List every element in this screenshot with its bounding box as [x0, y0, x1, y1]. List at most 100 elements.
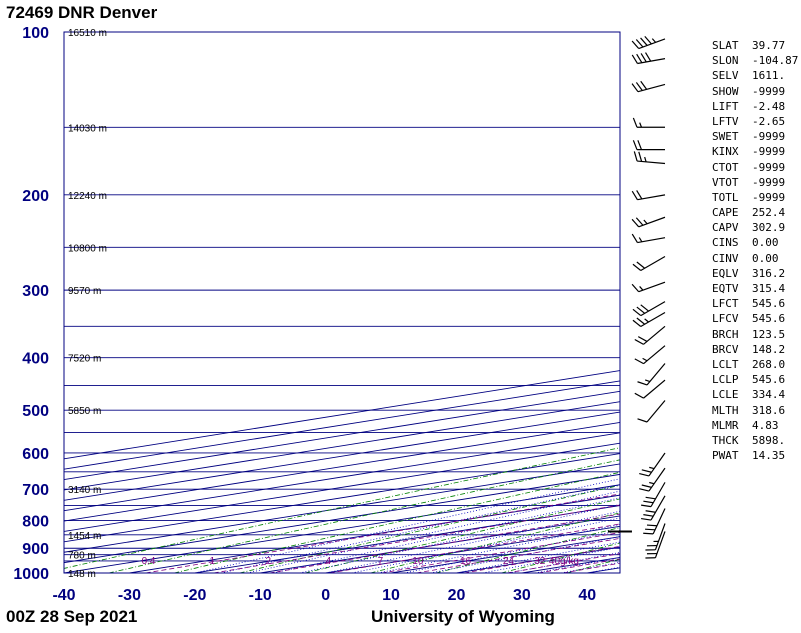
- index-row: CINS 0.00: [712, 235, 798, 250]
- dry-adiabat: [304, 498, 620, 573]
- index-value: -9999: [752, 175, 786, 189]
- index-key: EQTV: [712, 282, 739, 295]
- index-value: 1611.: [752, 69, 786, 83]
- wind-barb-staff: [638, 281, 666, 293]
- index-value: 5898.: [752, 433, 786, 447]
- wind-barb-flag: [641, 504, 652, 508]
- wind-barb-column: [631, 35, 666, 559]
- wind-barb: [639, 452, 666, 477]
- mixing-ratio-label: 1: [210, 556, 216, 567]
- moist-adiabat: [351, 517, 620, 573]
- mixing-ratio-label: 4: [326, 556, 332, 567]
- index-value: 334.4: [752, 388, 786, 402]
- wind-barb: [631, 52, 666, 65]
- wind-barb-staff: [637, 160, 666, 165]
- index-key: LFCT: [712, 297, 739, 311]
- index-value: -104.87: [752, 54, 799, 68]
- index-value: 318.6: [752, 403, 786, 417]
- wind-barb-half-flag: [638, 237, 643, 243]
- index-key: THCK: [712, 433, 739, 447]
- index-key: CINV: [712, 251, 739, 265]
- moist-adiabat: [430, 536, 620, 573]
- wind-barb-flag: [631, 233, 638, 243]
- temperature-tick-label: 0: [321, 587, 330, 604]
- index-key: CTOT: [712, 160, 739, 174]
- height-label: 3140 m: [68, 485, 101, 496]
- wind-barb-flag: [635, 39, 644, 48]
- wind-barb-flag: [644, 35, 652, 45]
- index-value: 4.83: [752, 418, 779, 432]
- wind-barb: [633, 151, 666, 165]
- wind-barb: [637, 400, 666, 423]
- wind-barb-flag: [645, 52, 652, 62]
- isotherm-line: [64, 401, 620, 491]
- index-key: LFTV: [712, 114, 739, 128]
- index-row: EQTV 315.4: [712, 281, 798, 296]
- index-row: LCLP 545.6: [712, 372, 798, 387]
- wind-barb-flag: [638, 151, 643, 162]
- temperature-tick-label: 40: [578, 587, 596, 604]
- temperature-tick-label: 30: [513, 587, 531, 604]
- wind-barb: [632, 117, 665, 128]
- index-row: LFCT 545.6: [712, 296, 798, 311]
- isotherm-line: [64, 453, 620, 543]
- index-key: SLON: [712, 54, 739, 68]
- wind-barb-flag: [640, 53, 647, 63]
- wind-barb-staff: [650, 495, 666, 521]
- pressure-tick-label: 100: [22, 25, 49, 42]
- mixing-ratio-label: 10: [412, 556, 424, 567]
- wind-barb-half-flag: [644, 156, 647, 162]
- pressure-tick-label: 800: [22, 514, 49, 531]
- wind-barb-flag: [641, 517, 652, 521]
- plot-frame: [63, 31, 621, 574]
- dry-adiabat: [370, 512, 620, 573]
- wind-barb-staff: [643, 325, 666, 345]
- wind-barb: [637, 363, 666, 386]
- height-label: 10800 m: [68, 243, 107, 254]
- index-value: 14.35: [752, 449, 786, 463]
- wind-barb: [631, 216, 666, 228]
- wind-barb-staff: [652, 508, 666, 535]
- pressure-tick-label: 1000: [13, 566, 49, 583]
- index-value: 302.9: [752, 221, 786, 235]
- pressure-tick-label: 600: [22, 446, 49, 463]
- wind-barb-flag: [637, 418, 648, 423]
- index-key: SELV: [712, 69, 739, 83]
- index-row: EQLV 316.2: [712, 266, 798, 281]
- background-grid: [64, 32, 620, 573]
- index-row: THCK 5898.: [712, 433, 798, 448]
- wind-barb: [631, 35, 666, 50]
- wind-barb-flag: [632, 140, 638, 150]
- mixing-ratio-line: [329, 523, 620, 573]
- mixing-ratio-line: [463, 545, 620, 573]
- wind-barb-staff: [637, 194, 666, 201]
- mixing-ratio-label: 7: [378, 556, 384, 567]
- wind-barb-flag: [631, 218, 640, 228]
- wind-barb-staff: [648, 467, 666, 492]
- index-value: -9999: [752, 145, 786, 159]
- wind-barb-flag: [640, 37, 648, 46]
- wind-barb: [641, 482, 666, 508]
- wind-barb-flag: [646, 524, 658, 527]
- height-label: 9570 m: [68, 286, 101, 297]
- index-row: SLAT 39.77: [712, 38, 798, 53]
- wind-barb-flag: [635, 82, 643, 91]
- wind-barb-half-flag: [644, 379, 651, 383]
- index-row: LFCV 545.6: [712, 311, 798, 326]
- moist-adiabat: [220, 484, 620, 573]
- index-value: -2.48: [752, 99, 786, 113]
- isotherm-line: [64, 484, 620, 573]
- index-key: SHOW: [712, 84, 739, 98]
- index-key: PWAT: [712, 449, 739, 463]
- moist-adiabat: [325, 510, 620, 573]
- wind-barb-flag: [631, 190, 638, 201]
- index-value: 268.0: [752, 357, 786, 371]
- wind-barb-half-flag: [639, 286, 644, 291]
- mixing-ratio-label: 2: [266, 556, 272, 567]
- wind-barb-flag: [632, 319, 642, 327]
- index-row: LCLT 268.0: [712, 357, 798, 372]
- height-label: 12240 m: [68, 191, 107, 202]
- wind-barb-flag: [631, 40, 640, 49]
- wind-barb: [632, 311, 666, 328]
- wind-barb-flag: [632, 308, 642, 317]
